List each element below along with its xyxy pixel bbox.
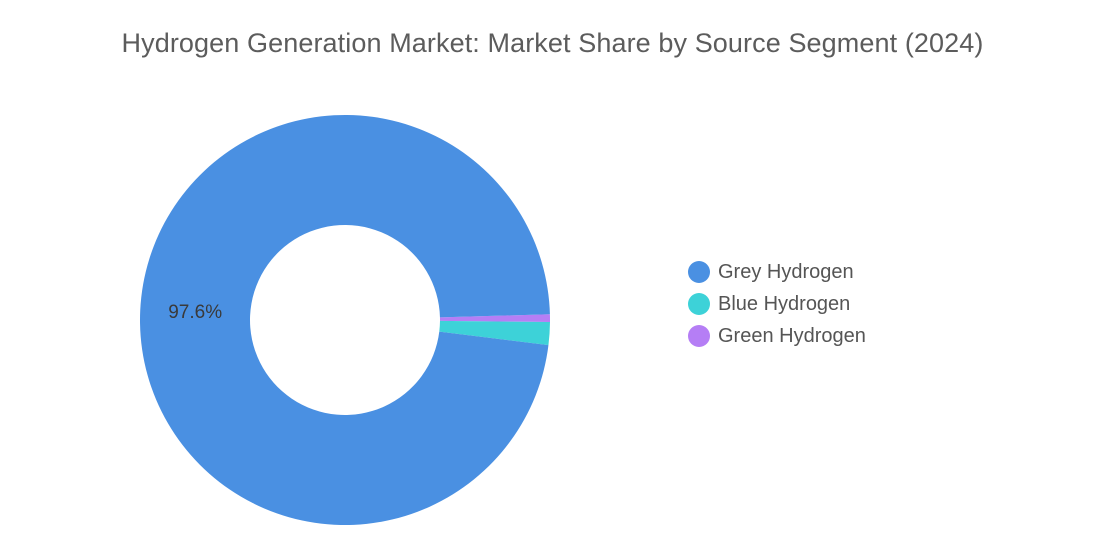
legend-label: Blue Hydrogen (718, 292, 851, 315)
slice-labels: 97.6% (168, 302, 222, 323)
legend-item-blue-hydrogen[interactable]: Blue Hydrogen (688, 288, 866, 320)
data-label-grey-hydrogen: 97.6% (168, 302, 222, 323)
slice-blue-hydrogen[interactable] (439, 320, 550, 346)
slice-grey-hydrogen[interactable] (139, 115, 550, 526)
legend-label: Green Hydrogen (718, 324, 866, 347)
donut-slices (139, 115, 550, 526)
legend-label: Grey Hydrogen (718, 260, 854, 283)
slice-green-hydrogen[interactable] (439, 314, 550, 323)
legend-swatch-grey-hydrogen (688, 261, 710, 283)
legend: Grey Hydrogen Blue Hydrogen Green Hydrog… (688, 256, 866, 352)
legend-item-grey-hydrogen[interactable]: Grey Hydrogen (688, 256, 866, 288)
legend-swatch-green-hydrogen (688, 325, 710, 347)
chart-title: Hydrogen Generation Market: Market Share… (121, 28, 984, 58)
legend-swatch-blue-hydrogen (688, 293, 710, 315)
legend-item-green-hydrogen[interactable]: Green Hydrogen (688, 320, 866, 352)
